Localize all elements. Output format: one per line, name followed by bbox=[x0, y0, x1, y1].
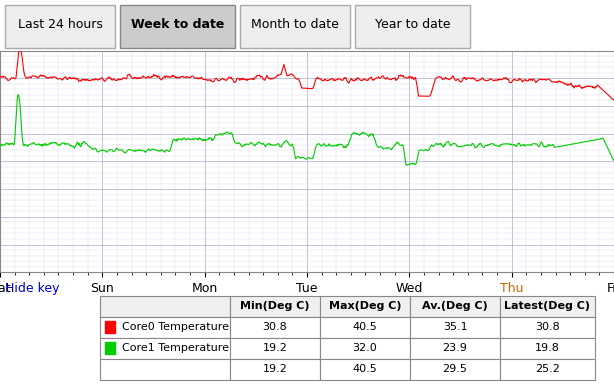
FancyBboxPatch shape bbox=[355, 5, 470, 48]
Text: Last 24 hours: Last 24 hours bbox=[18, 18, 103, 31]
Text: Min(Deg C): Min(Deg C) bbox=[240, 301, 309, 311]
Text: Max(Deg C): Max(Deg C) bbox=[328, 301, 402, 311]
Text: 19.2: 19.2 bbox=[263, 364, 287, 374]
Text: 19.2: 19.2 bbox=[263, 343, 287, 353]
Bar bbox=[500, 317, 595, 338]
Bar bbox=[410, 338, 500, 359]
Text: 25.2: 25.2 bbox=[535, 364, 560, 374]
Bar bbox=[230, 317, 320, 338]
Text: 19.8: 19.8 bbox=[535, 343, 560, 353]
Text: 23.9: 23.9 bbox=[443, 343, 467, 353]
Text: Week to date: Week to date bbox=[131, 18, 224, 31]
Text: Av.(Deg C): Av.(Deg C) bbox=[422, 301, 488, 311]
Text: Month to date: Month to date bbox=[251, 18, 339, 31]
Text: 30.8: 30.8 bbox=[263, 322, 287, 332]
Text: Hide key: Hide key bbox=[5, 282, 60, 294]
Bar bbox=[100, 296, 230, 317]
Bar bbox=[100, 317, 230, 338]
Text: 40.5: 40.5 bbox=[352, 364, 378, 374]
Bar bbox=[410, 359, 500, 380]
Bar bbox=[410, 296, 500, 317]
Bar bbox=[500, 338, 595, 359]
Bar bbox=[230, 338, 320, 359]
Bar bbox=[100, 338, 230, 359]
Bar bbox=[230, 359, 320, 380]
FancyBboxPatch shape bbox=[120, 5, 235, 48]
Bar bbox=[105, 342, 115, 354]
Bar bbox=[100, 359, 230, 380]
Bar bbox=[105, 321, 115, 333]
Text: 35.1: 35.1 bbox=[443, 322, 467, 332]
Text: 40.5: 40.5 bbox=[352, 322, 378, 332]
Bar bbox=[500, 296, 595, 317]
Text: Latest(Deg C): Latest(Deg C) bbox=[505, 301, 591, 311]
Bar bbox=[230, 296, 320, 317]
Text: 29.5: 29.5 bbox=[443, 364, 467, 374]
Bar bbox=[320, 338, 410, 359]
Bar bbox=[410, 317, 500, 338]
FancyBboxPatch shape bbox=[5, 5, 115, 48]
Bar bbox=[320, 317, 410, 338]
Bar bbox=[320, 296, 410, 317]
Bar bbox=[500, 359, 595, 380]
Bar bbox=[320, 359, 410, 380]
Text: Year to date: Year to date bbox=[375, 18, 450, 31]
Text: Core0 Temperature: Core0 Temperature bbox=[122, 322, 229, 332]
FancyBboxPatch shape bbox=[240, 5, 350, 48]
Text: 30.8: 30.8 bbox=[535, 322, 560, 332]
Text: Core1 Temperature: Core1 Temperature bbox=[122, 343, 229, 353]
Text: 32.0: 32.0 bbox=[352, 343, 378, 353]
